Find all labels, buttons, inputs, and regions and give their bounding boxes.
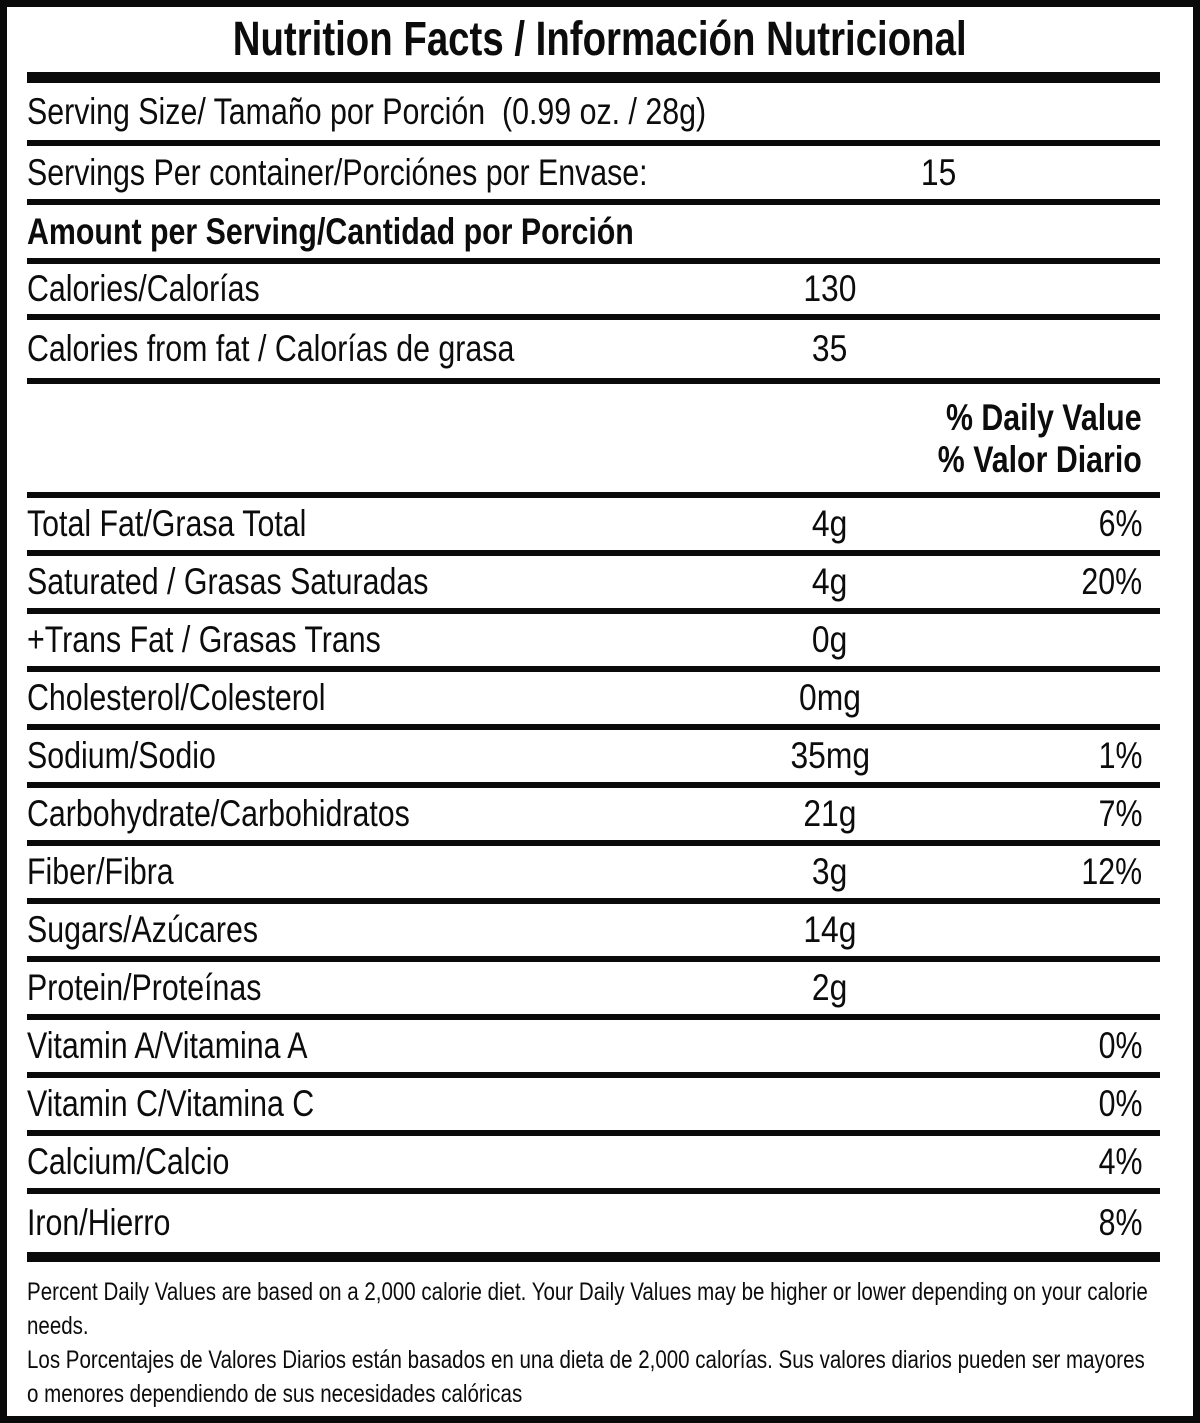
nutrient-dv: 4% [1098,1141,1142,1182]
nutrient-amount: 4g [812,503,848,544]
nutrient-label: Carbohydrate/Carbohidratos [27,793,410,834]
servings-per-container-row: Servings Per container/Porciónes por Env… [27,146,1160,205]
nutrient-label: Vitamin A/Vitamina A [27,1025,308,1066]
table-row-sugars: Sugars/Azúcares 14g [27,904,1160,962]
calories-label: Calories/Calorías [27,268,260,309]
daily-value-header-es: % Valor Diario [937,439,1142,480]
nutrient-amount: 35mg [790,735,870,776]
serving-size-label: Serving Size/ Tamaño por Porción (0.99 o… [27,90,707,132]
calories-from-fat-label: Calories from fat / Calorías de grasa [27,328,515,369]
servings-per-container-value: 15 [921,151,957,193]
servings-per-container-label: Servings Per container/Porciónes por Env… [27,151,648,193]
nutrient-amount: 21g [803,793,857,834]
calories-from-fat-row: Calories from fat / Calorías de grasa 35 [27,320,1160,384]
footnote-divider-bar [27,1252,1160,1262]
nutrient-dv: 12% [1081,851,1142,892]
nutrient-amount: 0g [812,619,848,660]
label-title-box: Nutrition Facts / Información Nutriciona… [7,7,1193,72]
table-row-trans-fat: +Trans Fat / Grasas Trans 0g [27,614,1160,672]
nutrient-amount: 4g [812,561,848,602]
table-row-fiber: Fiber/Fibra 3g 12% [27,846,1160,904]
calories-from-fat-value: 35 [812,328,848,369]
nutrient-amount: 2g [812,967,848,1008]
table-row-calcium: Calcium/Calcio 4% [27,1136,1160,1194]
nutrient-label: Iron/Hierro [27,1202,171,1243]
nutrient-label: Protein/Proteínas [27,967,262,1008]
nutrient-label: Calcium/Calcio [27,1141,230,1182]
table-row-vitamin-a: Vitamin A/Vitamina A 0% [27,1020,1160,1078]
footnote: Percent Daily Values are based on a 2,00… [27,1262,1160,1416]
nutrient-label: Vitamin C/Vitamina C [27,1083,315,1124]
calories-value: 130 [803,268,857,309]
daily-value-header-en: % Daily Value [946,397,1142,438]
label-title: Nutrition Facts / Información Nutriciona… [233,13,967,66]
daily-value-header: % Daily Value % Valor Diario [27,384,1160,498]
nutrient-amount: 0mg [799,677,861,718]
table-row-total-fat: Total Fat/Grasa Total 4g 6% [27,498,1160,556]
table-row-cholesterol: Cholesterol/Colesterol 0mg [27,672,1160,730]
nutrient-dv: 6% [1098,503,1142,544]
nutrient-dv: 0% [1098,1083,1142,1124]
nutrient-label: Fiber/Fibra [27,851,174,892]
table-row-sodium: Sodium/Sodio 35mg 1% [27,730,1160,788]
amount-per-serving-header: Amount per Serving/Cantidad por Porción [27,210,634,252]
nutrient-label: Total Fat/Grasa Total [27,503,307,544]
title-divider-bar [27,72,1160,83]
nutrient-dv: 1% [1098,735,1142,776]
amount-per-serving-header-row: Amount per Serving/Cantidad por Porción [27,205,1160,264]
footnote-spanish: Los Porcentajes de Valores Diarios están… [27,1346,1145,1408]
nutrient-amount: 14g [803,909,857,950]
table-row-carbohydrate: Carbohydrate/Carbohidratos 21g 7% [27,788,1160,846]
nutrient-label: Sodium/Sodio [27,735,216,776]
nutrient-label: +Trans Fat / Grasas Trans [27,619,381,660]
nutrient-label: Cholesterol/Colesterol [27,677,326,718]
label-body: Serving Size/ Tamaño por Porción (0.99 o… [27,72,1160,1416]
nutrient-dv: 8% [1098,1202,1142,1243]
nutrient-dv: 0% [1098,1025,1142,1066]
nutrient-label: Saturated / Grasas Saturadas [27,561,429,602]
nutrient-dv: 7% [1098,793,1142,834]
serving-size-row: Serving Size/ Tamaño por Porción (0.99 o… [27,83,1160,146]
table-row-iron: Iron/Hierro 8% [27,1194,1160,1252]
nutrient-amount: 3g [812,851,848,892]
table-row-saturated-fat: Saturated / Grasas Saturadas 4g 20% [27,556,1160,614]
calories-row: Calories/Calorías 130 [27,264,1160,320]
table-row-protein: Protein/Proteínas 2g [27,962,1160,1020]
nutrient-label: Sugars/Azúcares [27,909,259,950]
nutrient-dv: 20% [1081,561,1142,602]
table-row-vitamin-c: Vitamin C/Vitamina C 0% [27,1078,1160,1136]
footnote-english: Percent Daily Values are based on a 2,00… [27,1278,1148,1340]
